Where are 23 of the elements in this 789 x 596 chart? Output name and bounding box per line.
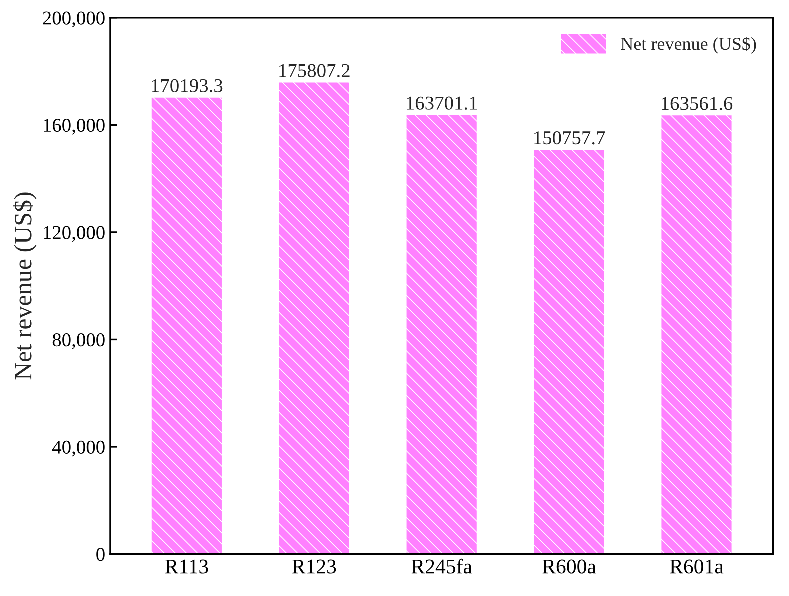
legend-label: Net revenue (US$) [621,36,756,54]
x-tick-label: R113 [165,560,208,574]
bar [534,150,604,554]
y-tick-label: 160,000 [44,118,105,135]
y-tick-label: 200,000 [43,12,105,28]
y-tick-label: 0 [96,548,105,562]
bar [152,98,222,554]
x-tick-label: R123 [292,560,336,574]
bar [406,115,477,554]
data-label: 150757.7 [534,131,606,145]
x-tick-label: R245fa [412,558,472,574]
data-label: 163561.6 [662,97,733,110]
data-label: 175807.2 [280,64,350,78]
bar [662,116,732,554]
data-label: 170193.3 [152,79,223,93]
x-tick-label: R601a [670,560,724,574]
data-label: 163701.1 [407,96,478,110]
y-axis-title: Net revenue (US$) [13,192,37,380]
bar [279,82,350,554]
y-tick-label: 120,000 [44,226,105,242]
y-tick-label: 80,000 [52,334,105,350]
y-tick-label: 40,000 [52,440,105,457]
x-tick-label: R600a [542,560,596,574]
